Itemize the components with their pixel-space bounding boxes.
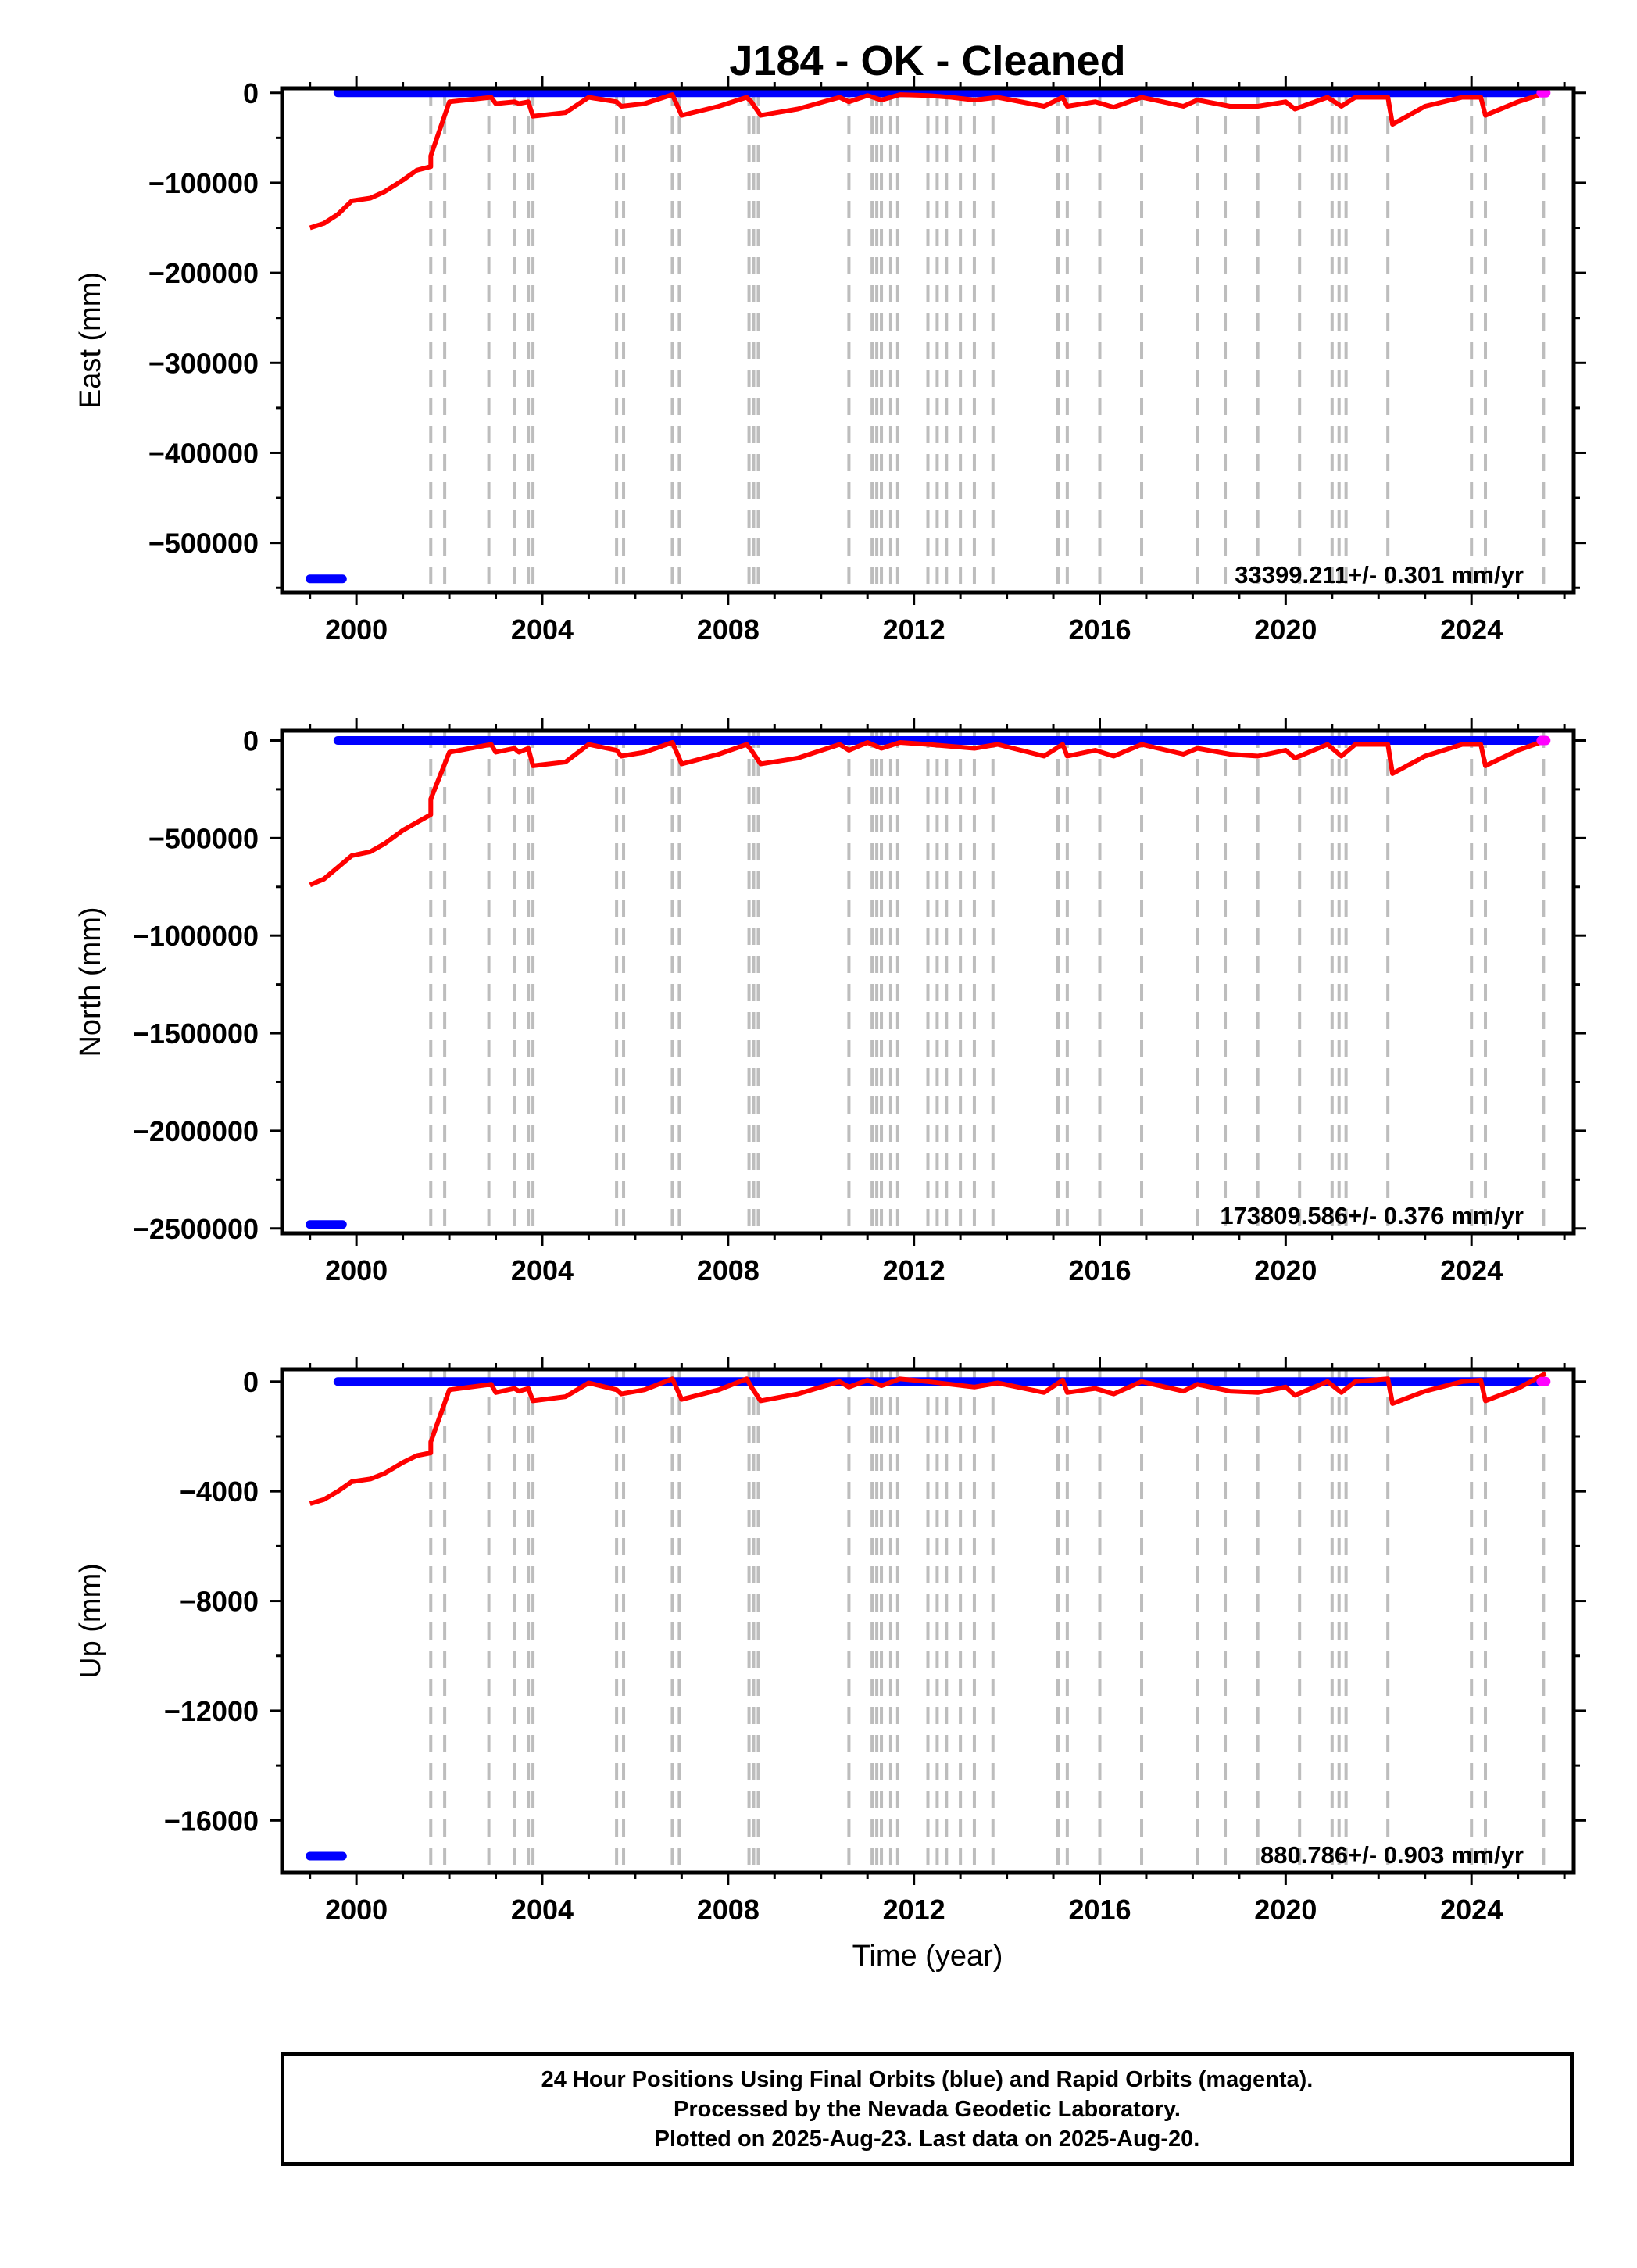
velocity-annotation: 173809.586+/- 0.376 mm/yr bbox=[1220, 1202, 1524, 1229]
model-fit-line bbox=[309, 1371, 1547, 1506]
model-fit-line bbox=[309, 90, 1547, 231]
y-tick-label: 0 bbox=[243, 724, 259, 757]
x-tick-label: 2004 bbox=[511, 614, 574, 646]
y-tick-label: −8000 bbox=[180, 1586, 259, 1618]
y-tick-label: −2000000 bbox=[133, 1115, 259, 1147]
caption-line-1: 24 Hour Positions Using Final Orbits (bl… bbox=[541, 2066, 1314, 2092]
velocity-annotation: 33399.211+/- 0.301 mm/yr bbox=[1235, 561, 1524, 588]
plot-frame bbox=[280, 1367, 1576, 1875]
y-tick-label: −1500000 bbox=[133, 1018, 259, 1050]
x-tick-label: 2016 bbox=[1068, 614, 1131, 646]
x-tick-label: 2016 bbox=[1068, 1894, 1131, 1926]
x-tick-label: 2012 bbox=[883, 1894, 945, 1926]
y-tick-label: −12000 bbox=[164, 1695, 259, 1727]
x-tick-label: 2024 bbox=[1440, 1254, 1503, 1286]
rapid-orbit-point bbox=[1541, 735, 1551, 746]
y-tick-label: 0 bbox=[243, 77, 259, 109]
plot-frame bbox=[280, 728, 1576, 1236]
panel-north: 2000 2004 2008 2012 2016 2020 2024 0 −500000 −100… bbox=[74, 718, 1586, 1286]
y-tick-label: −100000 bbox=[148, 167, 259, 199]
y-tick-label: −200000 bbox=[148, 257, 259, 289]
panel-east: 2000 2004 2008 2012 2016 2020 2024 0 −100000 −200… bbox=[74, 76, 1586, 646]
x-axis-label: Time (year) bbox=[852, 1940, 1003, 1973]
rapid-orbit-point bbox=[1541, 88, 1551, 98]
y-axis-label: Up (mm) bbox=[74, 1563, 107, 1679]
x-tick-label: 2000 bbox=[325, 1254, 388, 1286]
x-tick-label: 2012 bbox=[883, 1254, 945, 1286]
y-axis-label: East (mm) bbox=[74, 272, 107, 409]
chart-title: J184 - OK - Cleaned bbox=[729, 38, 1125, 84]
velocity-annotation: 880.786+/- 0.903 mm/yr bbox=[1260, 1841, 1524, 1869]
x-tick-label: 2012 bbox=[883, 614, 945, 646]
model-fit-line bbox=[309, 738, 1547, 888]
x-tick-label: 2008 bbox=[697, 614, 760, 646]
x-tick-label: 2008 bbox=[697, 1894, 760, 1926]
y-tick-label: −16000 bbox=[164, 1805, 259, 1837]
rapid-orbit-point bbox=[1541, 1376, 1551, 1386]
x-tick-label: 2020 bbox=[1254, 614, 1317, 646]
x-tick-label: 2000 bbox=[325, 1894, 388, 1926]
x-tick-label: 2020 bbox=[1254, 1894, 1317, 1926]
x-tick-label: 2004 bbox=[511, 1894, 574, 1926]
y-tick-label: −2500000 bbox=[133, 1213, 259, 1245]
y-tick-label: −300000 bbox=[148, 347, 259, 379]
x-tick-label: 2008 bbox=[697, 1254, 760, 1286]
caption-box: 24 Hour Positions Using Final Orbits (bl… bbox=[281, 2052, 1574, 2166]
caption-line-2: Processed by the Nevada Geodetic Laborat… bbox=[674, 2096, 1181, 2122]
y-axis-label: North (mm) bbox=[74, 907, 107, 1057]
x-tick-label: 2016 bbox=[1068, 1254, 1131, 1286]
x-tick-label: 2024 bbox=[1440, 614, 1503, 646]
y-tick-label: −1000000 bbox=[133, 920, 259, 952]
x-tick-label: 2000 bbox=[325, 614, 388, 646]
plot-frame bbox=[280, 86, 1576, 595]
y-tick-label: −500000 bbox=[148, 528, 259, 560]
y-tick-label: −500000 bbox=[148, 822, 259, 854]
caption-line-3: Plotted on 2025-Aug-23. Last data on 202… bbox=[654, 2126, 1200, 2152]
x-tick-label: 2024 bbox=[1440, 1894, 1503, 1926]
y-tick-label: 0 bbox=[243, 1366, 259, 1398]
y-tick-label: −400000 bbox=[148, 437, 259, 469]
panel-up: 2000 2004 2008 2012 2016 2020 2024 0 −4000 −8000 −… bbox=[74, 1357, 1586, 1926]
x-tick-label: 2004 bbox=[511, 1254, 574, 1286]
y-tick-label: −4000 bbox=[180, 1476, 259, 1508]
x-tick-label: 2020 bbox=[1254, 1254, 1317, 1286]
